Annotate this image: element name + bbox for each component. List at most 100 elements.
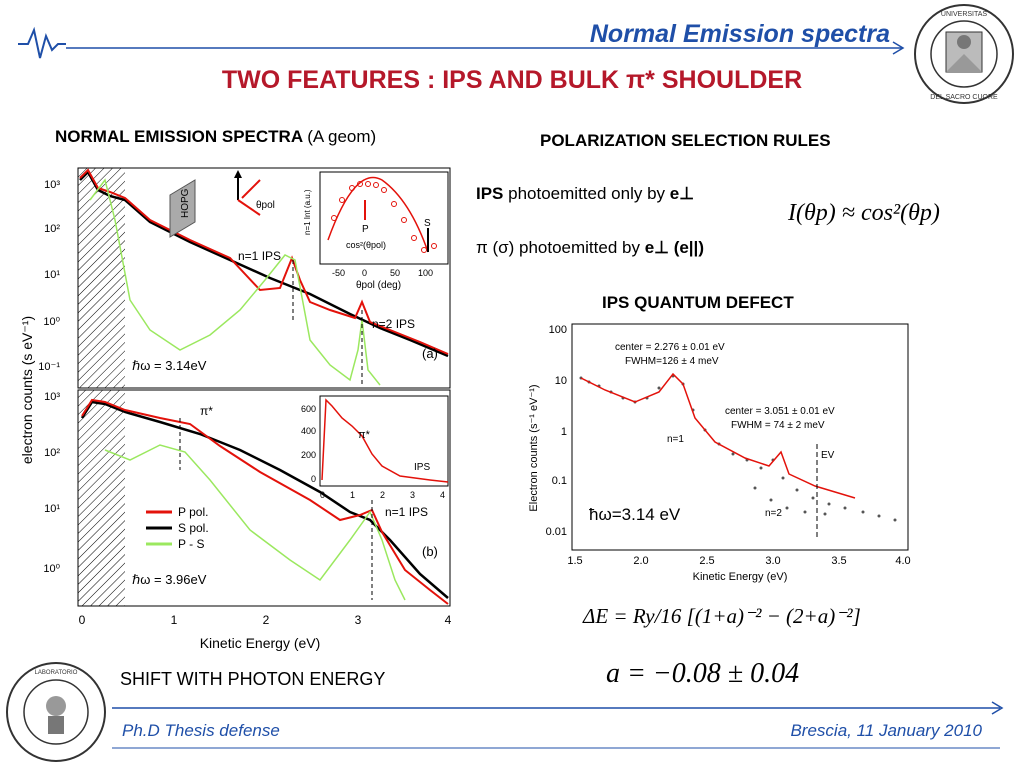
qd-plot-frame <box>571 323 909 551</box>
panel-a-p-minus-s-line <box>89 178 381 386</box>
svg-text:LABORATORIO: LABORATORIO <box>35 670 78 676</box>
inset-a-points <box>331 181 437 253</box>
qd-xtick: 4.0 <box>895 555 910 567</box>
panel-b-tag: (b) <box>422 544 438 559</box>
pol-rules-title: POLARIZATION SELECTION RULES <box>540 131 831 150</box>
panel-b-p-minus-s-line <box>104 444 406 601</box>
xb-tick: 3 <box>355 613 362 627</box>
inset-a-xlabel: θpol (deg) <box>356 280 401 291</box>
inset-b-ytick: 200 <box>301 450 316 460</box>
hopg-label: HOPG <box>180 188 191 218</box>
footer-right: Brescia, 11 January 2010 <box>790 721 982 740</box>
inset-b-ytick: 400 <box>301 426 316 436</box>
panel-a-photon-label: ℏω = 3.14eV <box>132 358 207 373</box>
panel-a-s-pol-line <box>79 169 449 358</box>
qd-n1: n=1 <box>667 434 684 445</box>
rule-2: π (σ) photoemitted by e⊥ (e||) <box>476 238 704 258</box>
panel-b-n1-label: n=1 IPS <box>385 505 428 519</box>
panel-b-p-pol-line <box>81 398 449 605</box>
rule-1: IPS photoemitted only by e⊥ <box>476 184 694 204</box>
a-value: a = −0.08 ± 0.04 <box>606 658 800 689</box>
qd-ytick: 10 <box>555 375 567 387</box>
panel-b-inset <box>319 395 449 487</box>
yb-tick: 10¹ <box>44 503 60 515</box>
footer-decoration <box>112 701 1004 749</box>
qd-center2: center = 3.051 ± 0.01 eV <box>725 406 835 417</box>
yb-tick: 10² <box>44 447 60 459</box>
ya-tick: 10⁰ <box>43 316 60 328</box>
yb-tick: 10⁰ <box>43 563 60 575</box>
inset-b-xtick: 0 <box>320 490 325 500</box>
inset-b-xtick: 1 <box>350 490 355 500</box>
header-decoration <box>18 26 905 59</box>
qd-center1: center = 2.276 ± 0.01 eV <box>615 342 725 353</box>
panel-a-tag: (a) <box>422 346 438 361</box>
xb-tick: 4 <box>445 613 452 627</box>
hopg-sample <box>169 179 196 238</box>
qd-xtick: 3.5 <box>831 555 846 567</box>
inset-b-ytick: 600 <box>301 404 316 414</box>
quantum-defect-chart: 100 10 1 0.1 0.01 Electron counts (s⁻¹ e… <box>528 323 911 583</box>
left-panel-caption: SHIFT WITH PHOTON ENERGY <box>120 669 386 689</box>
ya-tick: 10³ <box>44 179 60 191</box>
slide-title: TWO FEATURES : IPS AND BULK π* SHOULDER <box>221 66 803 94</box>
inset-a-xtick: -50 <box>332 268 345 278</box>
y-axis-label: electron counts (s eV⁻¹) <box>19 316 35 464</box>
rule-2-text: π (σ) photoemitted by <box>476 238 640 257</box>
theta-pol-label: θpol <box>256 200 275 211</box>
ya-tick: 10² <box>44 223 60 235</box>
pol-formula: I(θp) ≈ cos²(θp) <box>788 200 940 226</box>
svg-text:UNIVERSITAS: UNIVERSITAS <box>941 11 987 18</box>
panel-a-n1-label: n=1 IPS <box>238 249 281 263</box>
quantum-defect-formula: ΔE = Ry/16 [(1+a)⁻² − (2+a)⁻²] <box>583 604 861 628</box>
panel-b-pi-label: π* <box>200 404 213 418</box>
panel-a-hatch <box>78 168 125 388</box>
inset-b-ips-label: IPS <box>414 462 430 473</box>
left-panel-title-bold: NORMAL EMISSION SPECTRA <box>55 127 303 146</box>
qd-xlabel: Kinetic Energy (eV) <box>693 571 788 583</box>
qd-ev: EV <box>821 450 835 461</box>
legend-p-pol: P pol. <box>178 505 208 519</box>
ya-tick: 10¹ <box>44 269 60 281</box>
rule-2-vector: e⊥ (e||) <box>644 238 704 257</box>
qd-fwhm2: FWHM = 74 ± 2 meV <box>731 420 825 431</box>
inset-b-xtick: 2 <box>380 490 385 500</box>
qd-xtick: 2.0 <box>633 555 648 567</box>
svg-text:DEL SACRO CUORE: DEL SACRO CUORE <box>930 94 998 101</box>
xb-tick: 0 <box>79 613 86 627</box>
inset-a-xtick: 50 <box>390 268 400 278</box>
qd-n2: n=2 <box>765 508 782 519</box>
panel-b-legend: P pol. S pol. P - S <box>146 505 209 551</box>
panel-a-n2-label: n=2 IPS <box>372 317 415 331</box>
footer-left: Ph.D Thesis defense <box>122 721 280 740</box>
panel-b-s-pol-line <box>80 400 449 599</box>
yb-tick: 10³ <box>44 391 60 403</box>
inset-a-cos-fit <box>327 176 429 253</box>
qd-xtick: 2.5 <box>699 555 714 567</box>
qd-fit-line <box>580 372 856 499</box>
qd-xtick: 3.0 <box>765 555 780 567</box>
inset-b-xtick: 3 <box>410 490 415 500</box>
quantum-defect-title: IPS QUANTUM DEFECT <box>602 293 794 312</box>
inset-a-p-label: P <box>362 224 369 235</box>
ya-tick: 10⁻¹ <box>38 361 60 373</box>
qd-ytick: 0.01 <box>546 526 567 538</box>
qd-photon-label: ħω=3.14 eV <box>589 505 681 524</box>
qd-ytick: 0.1 <box>552 475 567 487</box>
qd-ytick: 1 <box>561 426 567 438</box>
left-panel-title-geom: (A geom) <box>307 127 377 146</box>
inset-a-xtick: 0 <box>362 268 367 278</box>
inset-a-s-label: S <box>424 218 431 229</box>
header-title: Normal Emission spectra <box>589 20 890 48</box>
xb-tick: 1 <box>171 613 178 627</box>
x-axis-label: Kinetic Energy (eV) <box>200 635 321 651</box>
panel-b-photon-label: ℏω = 3.96eV <box>132 572 207 587</box>
rule-1-bold: IPS <box>476 184 504 203</box>
inset-b-curve <box>321 398 449 483</box>
inset-a-cos-label: cos²(θpol) <box>346 240 386 250</box>
legend-p-minus-s: P - S <box>178 537 204 551</box>
xb-tick: 2 <box>263 613 270 627</box>
inset-a-xtick: 100 <box>418 268 433 278</box>
panel-a-p-pol-line <box>79 168 449 355</box>
normal-emission-figure: electron counts (s eV⁻¹) 10³ 10² 10¹ 10⁰… <box>19 167 452 651</box>
